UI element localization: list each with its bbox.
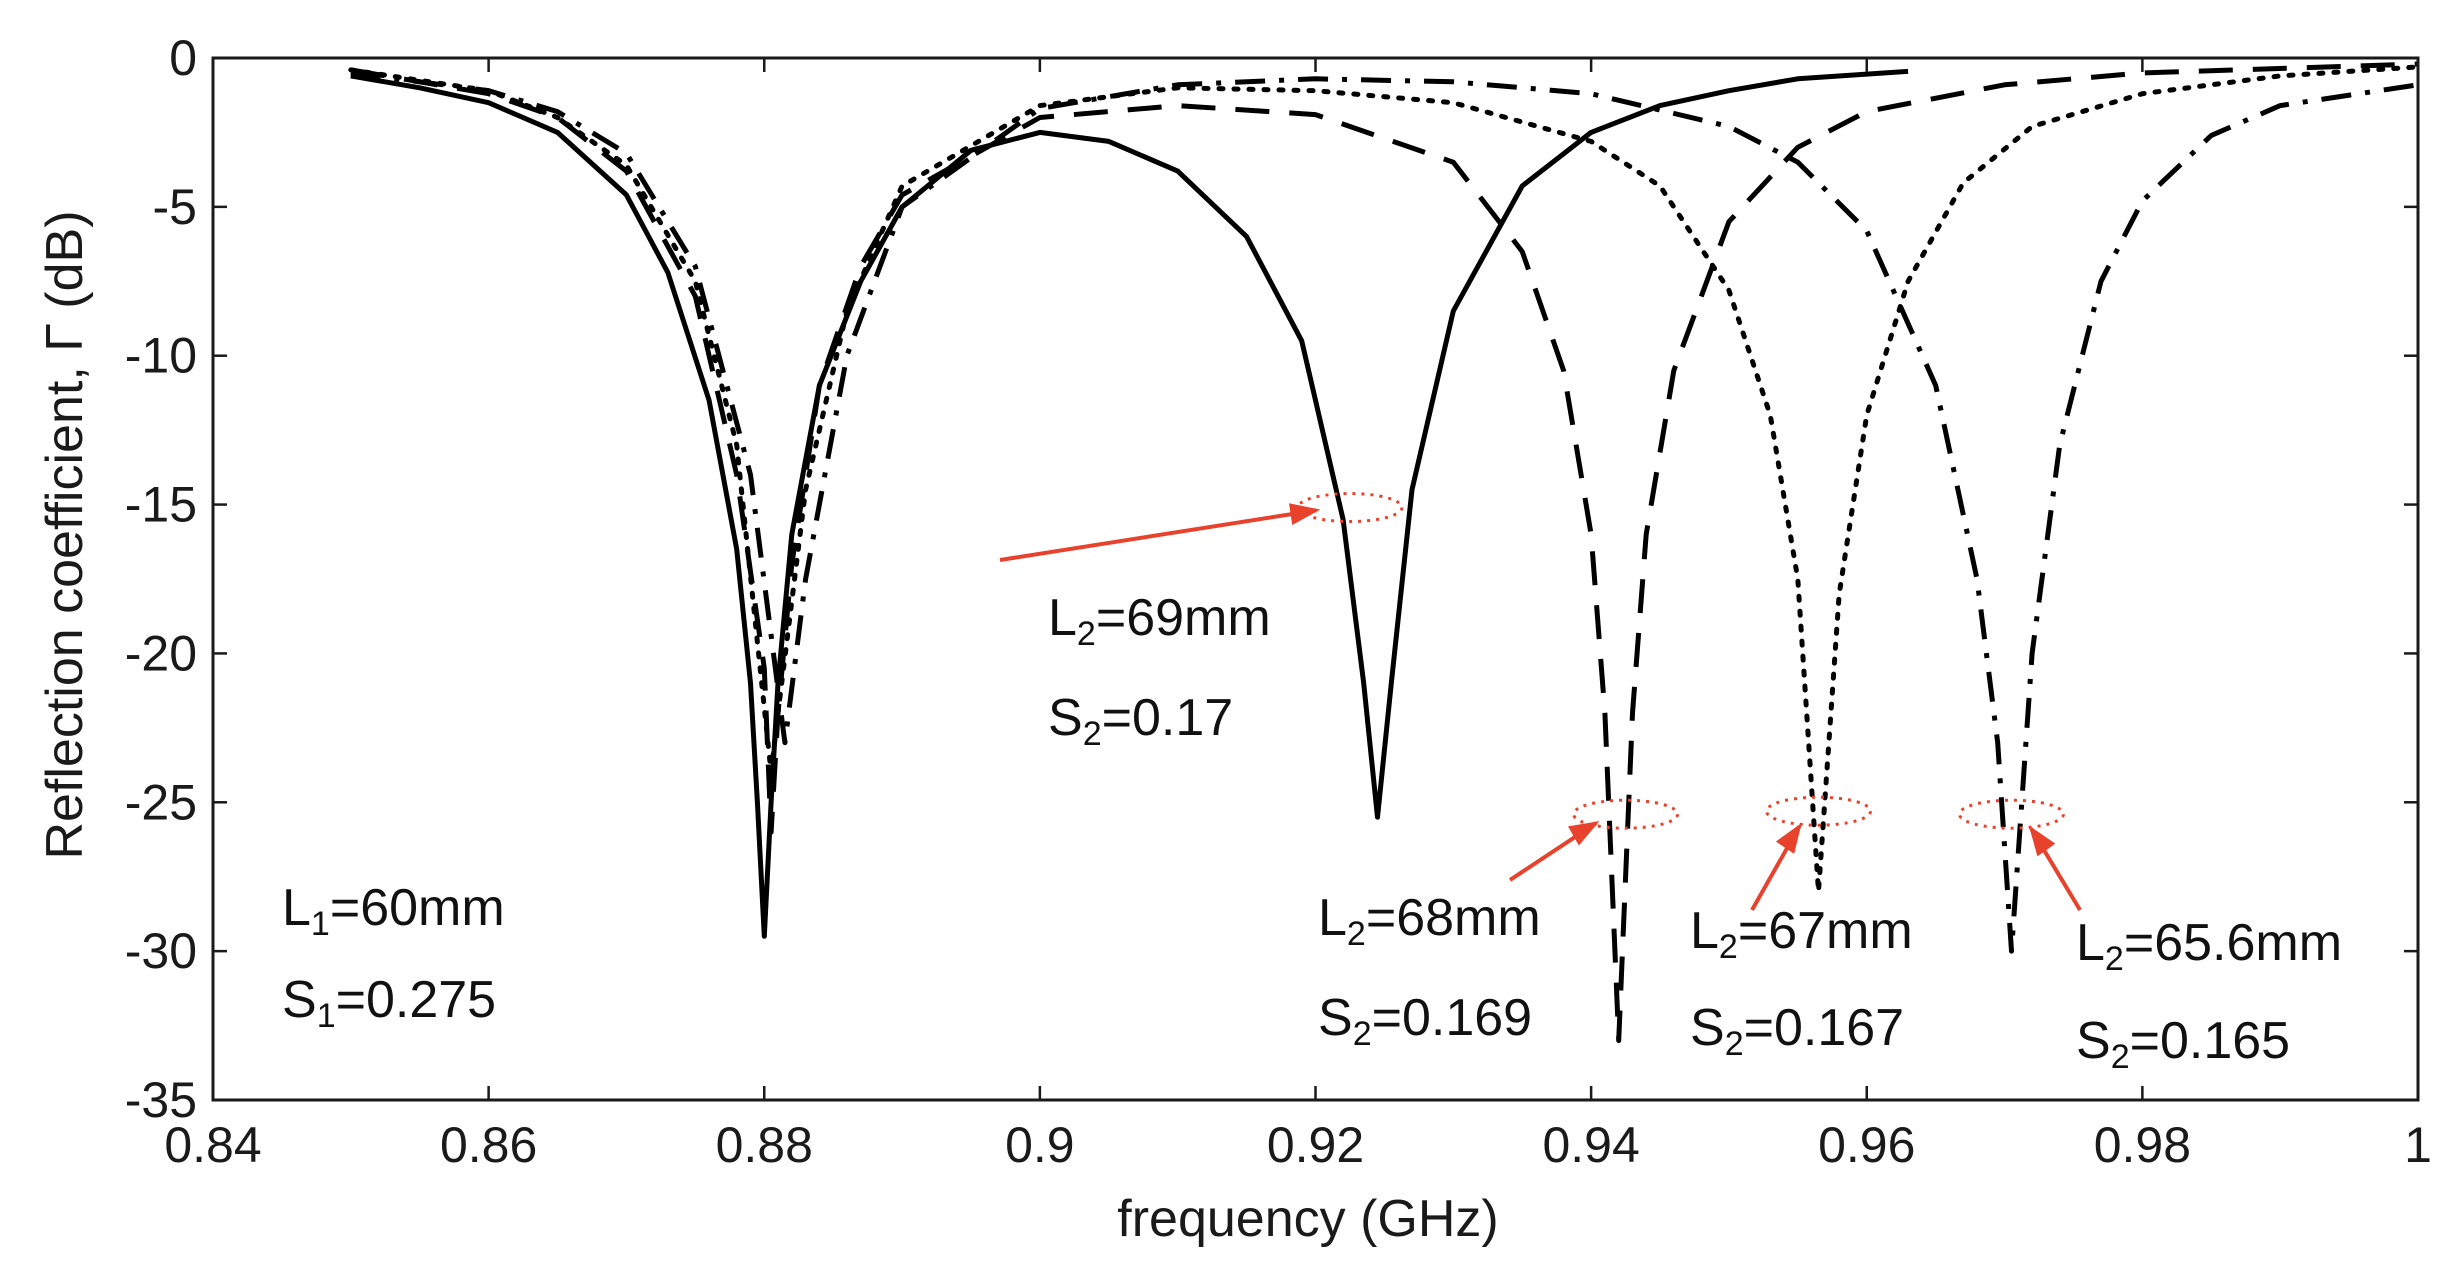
y-axis-title: Reflection coefficient, Γ (dB)	[36, 210, 94, 859]
annotation-l1: L1=60mm	[282, 879, 505, 943]
annotation-arrowhead	[2028, 825, 2056, 857]
y-tick-label: -30	[125, 923, 197, 979]
y-tick-label: -10	[125, 328, 197, 384]
annotation-s2-0169: S2=0.169	[1318, 989, 1532, 1053]
annotation-l2-68mm: L2=68mm	[1318, 889, 1541, 953]
y-tick-label: -35	[125, 1072, 197, 1128]
annotation-s2-017: S2=0.17	[1048, 689, 1233, 753]
marker-layer	[999, 492, 2082, 912]
x-tick-label: 0.94	[1542, 1117, 1639, 1173]
annotation-l2-69mm: L2=69mm	[1048, 589, 1271, 653]
x-tick-label: 0.88	[716, 1117, 813, 1173]
x-tick-label: 1	[2404, 1117, 2432, 1173]
annotation-s1: S1=0.275	[282, 971, 496, 1035]
series-line-solid	[350, 68, 1909, 939]
y-tick-label: -25	[125, 774, 197, 830]
y-tick-label: 0	[169, 30, 197, 86]
series-line-dashed	[350, 61, 2419, 1043]
annotation-l2-67mm: L2=67mm	[1690, 902, 1913, 966]
x-tick-label: 0.92	[1267, 1117, 1364, 1173]
y-tick-label: -5	[153, 179, 197, 235]
annotation-arrow	[999, 508, 1317, 562]
series-layer	[348, 61, 2421, 1043]
highlight-ellipse	[1572, 798, 1680, 830]
ticks-layer: 0.84 0.86 0.88 0.9 0.92 0.94 0.96 0.98 1 0 -5 -10 -1…	[125, 30, 2432, 1173]
annotation-s2-0165: S2=0.165	[2076, 1012, 2290, 1076]
x-tick-label: 0.96	[1818, 1117, 1915, 1173]
x-tick-label: 0.84	[164, 1117, 261, 1173]
annotation-arrowhead	[1775, 822, 1802, 854]
annotation-arrowhead	[1288, 503, 1321, 525]
y-tick-label: -20	[125, 625, 197, 681]
highlight-ellipse	[1957, 798, 2065, 830]
series-line-dotted	[348, 64, 2421, 895]
highlight-ellipse	[1296, 492, 1404, 524]
highlight-ellipse	[1765, 795, 1873, 827]
x-tick-label: 0.86	[440, 1117, 537, 1173]
x-axis-title: frequency (GHz)	[1117, 1190, 1498, 1248]
annotation-s2-0167: S2=0.167	[1690, 999, 1904, 1063]
y-tick-label: -15	[125, 477, 197, 533]
annotation-l2-656mm: L2=65.6mm	[2076, 914, 2342, 978]
x-tick-label: 0.98	[2094, 1117, 2191, 1173]
annotation-arrowhead	[1567, 821, 1600, 846]
x-tick-label: 0.9	[1005, 1117, 1075, 1173]
series-line-dashdot	[350, 70, 2419, 954]
